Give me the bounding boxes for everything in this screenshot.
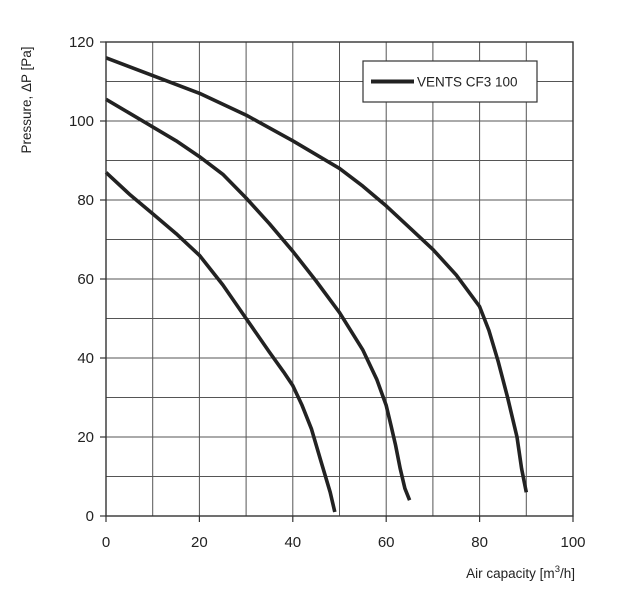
curves xyxy=(104,56,529,513)
x-axis-title: Air capacity [m3/h] xyxy=(466,564,575,581)
grid xyxy=(105,41,574,517)
x-axis-ticks: 0 20 40 60 80 100 xyxy=(102,516,586,551)
y-tick-label: 0 xyxy=(86,508,94,525)
x-tick-label: 60 xyxy=(378,534,395,551)
y-tick-label: 100 xyxy=(69,113,94,130)
y-axis-title: Pressure, ΔP [Pa] xyxy=(19,46,34,153)
y-axis-ticks: 0 20 40 60 80 100 120 xyxy=(69,34,106,525)
x-tick-label: 100 xyxy=(560,534,585,551)
legend-label: VENTS CF3 100 xyxy=(417,75,518,90)
x-axis-title-end: /h] xyxy=(560,566,575,581)
y-tick-label: 40 xyxy=(77,350,94,367)
y-tick-label: 120 xyxy=(69,34,94,51)
x-tick-label: 20 xyxy=(191,534,208,551)
y-tick-label: 60 xyxy=(77,271,94,288)
curve-medium-speed xyxy=(105,97,412,501)
x-tick-label: 80 xyxy=(471,534,488,551)
legend: VENTS CF3 100 xyxy=(362,60,538,103)
x-tick-label: 0 xyxy=(102,534,110,551)
curve-low-speed xyxy=(104,171,337,513)
x-axis-title-main: Air capacity [m xyxy=(466,566,555,581)
curve-high-speed xyxy=(105,56,529,493)
y-tick-label: 80 xyxy=(77,192,94,209)
x-tick-label: 40 xyxy=(284,534,301,551)
x-axis-title-sup: 3 xyxy=(555,564,560,575)
y-tick-label: 20 xyxy=(77,429,94,446)
